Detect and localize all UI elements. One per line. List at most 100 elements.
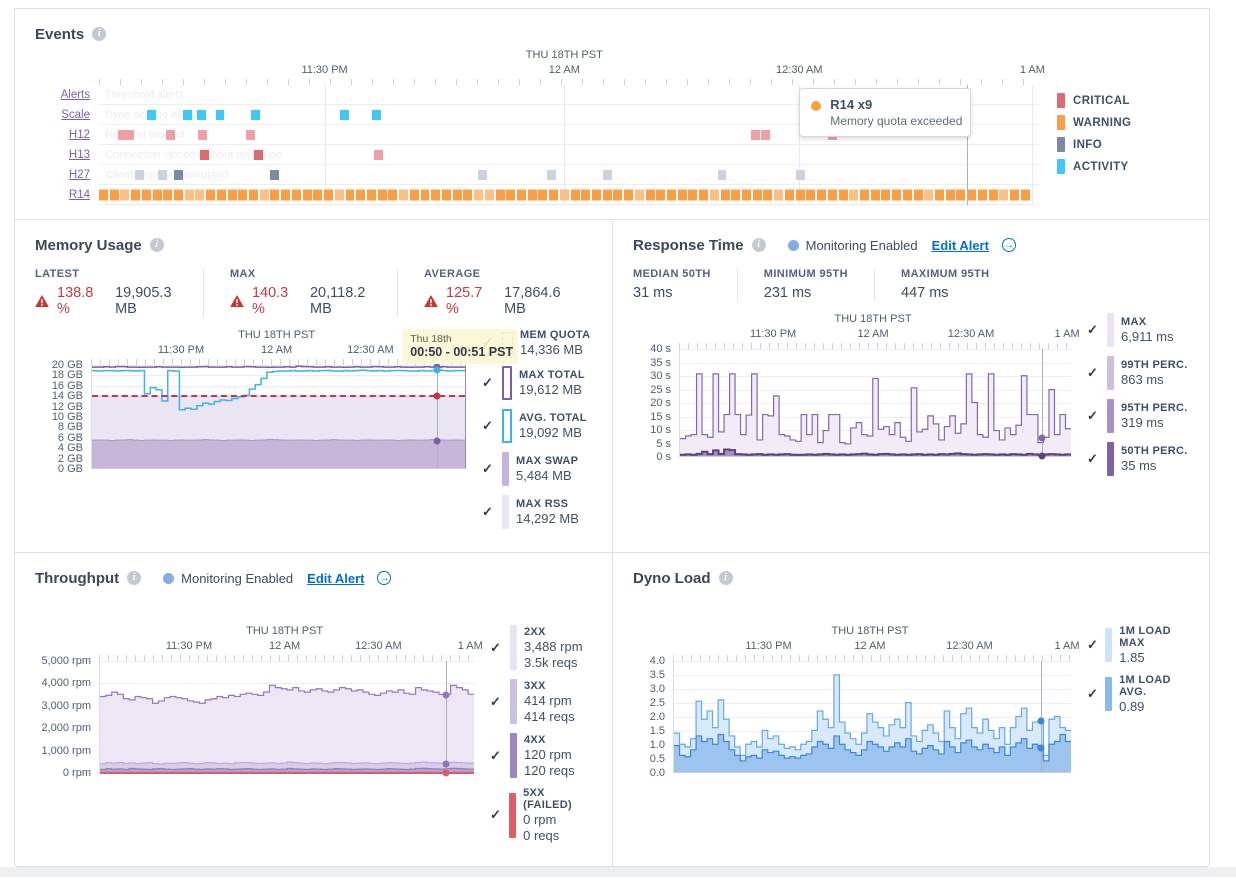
legend-item-avg-total[interactable]: ✓ AVG. TOTAL 19,092 MB (482, 409, 592, 443)
event-marker-warning (109, 189, 119, 200)
legend-item-2xx[interactable]: ✓ 2XX 3,488 rpm 3.5k reqs (490, 625, 592, 670)
event-marker-warning (1010, 189, 1019, 200)
arrow-icon[interactable]: → (377, 571, 392, 585)
stat-minimum-95th: MINIMUM 95TH 231 ms (736, 268, 874, 301)
event-marker-warning (988, 189, 998, 200)
stat-percent: 125.7 % (446, 285, 483, 317)
event-marker-critical-light (117, 129, 127, 140)
legend-swatch (1107, 399, 1114, 433)
event-marker-critical-light (165, 129, 175, 140)
panel-title: Response Time (633, 236, 744, 254)
legend-label: 3XX (524, 679, 546, 692)
event-marker-warning (570, 189, 580, 200)
legend-item-99th-perc-[interactable]: ✓ 99TH PERC. 863 ms (1087, 356, 1189, 390)
legend-text: 95TH PERC. 319 ms (1121, 402, 1188, 430)
event-marker-info-light (717, 169, 727, 180)
checkmark-icon: ✓ (482, 504, 493, 519)
edit-alert-link[interactable]: Edit Alert (931, 237, 989, 253)
dyno-chart-plot[interactable] (673, 661, 1071, 773)
event-row-scale: Dyno scaling events (99, 105, 1039, 125)
legend-text: 2XX 3,488 rpm 3.5k reqs (524, 626, 583, 670)
events-panel: Events i Alerts Scale H12 H13 H27 R14 THU 18T… (15, 9, 1209, 219)
event-gridline (324, 125, 326, 144)
legend-swatch (510, 625, 517, 670)
event-marker-warning (141, 189, 151, 200)
stat-median-50th: MEDIAN 50TH 31 ms (633, 268, 737, 301)
event-row-link-h27[interactable]: H27 (68, 169, 90, 181)
legend-item-1m-load-avg-[interactable]: ✓ 1M LOAD AVG. 0.89 (1087, 674, 1189, 714)
stat-value: 138.8 % 19,905.3 MB (35, 285, 177, 317)
event-marker-critical-light (760, 129, 770, 140)
info-icon[interactable]: i (718, 571, 733, 585)
legend-text: 99TH PERC. 863 ms (1121, 359, 1188, 387)
events-cursor-line (966, 85, 968, 205)
arrow-icon[interactable]: → (1001, 238, 1016, 252)
event-marker-warning (763, 189, 773, 200)
info-icon[interactable]: i (92, 27, 107, 41)
event-marker-warning (549, 189, 559, 200)
legend-text: MEM QUOTA 14,336 MB (520, 329, 590, 357)
response-time-panel: Response Time i Monitoring Enabled Edit … (612, 220, 1209, 553)
legend-item-95th-perc-[interactable]: ✓ 95TH PERC. 319 ms (1087, 399, 1189, 433)
event-marker-warning (302, 189, 312, 200)
events-legend-item-warning: WARNING (1057, 115, 1189, 130)
event-gridline (324, 165, 326, 184)
legend-item-1m-load-max[interactable]: ✓ 1M LOAD MAX 1.85 (1087, 625, 1189, 665)
response-series-svg (680, 349, 1071, 456)
monitoring-badge: Monitoring Enabled (787, 238, 918, 253)
edit-alert-link[interactable]: Edit Alert (307, 570, 365, 586)
memory-series-svg (92, 365, 465, 468)
legend-value: 120 reqs (524, 762, 575, 778)
event-marker-activity (371, 109, 381, 120)
legend-item-5xx-failed-[interactable]: ✓ 5XX (FAILED) 0 rpm 0 reqs (490, 787, 592, 843)
legend-item-max[interactable]: ✓ MAX 6,911 ms (1087, 313, 1189, 347)
event-row-link-h13[interactable]: H13 (68, 149, 90, 161)
info-icon[interactable]: i (127, 571, 142, 585)
event-marker-info (174, 169, 184, 180)
event-row-watermark: Threshold alerts (105, 88, 184, 101)
response-chart-plot[interactable] (679, 349, 1071, 460)
event-marker-warning (838, 189, 848, 200)
event-marker-warning (592, 189, 601, 200)
legend-value: 6,911 ms (1121, 329, 1174, 344)
event-marker-warning (977, 189, 987, 200)
chart-cursor-line (1041, 661, 1043, 772)
time-label: 1 AM (457, 640, 483, 652)
gridline (674, 661, 1071, 662)
legend-label: WARNING (1073, 116, 1132, 129)
time-label: 12:30 AM (947, 328, 995, 340)
event-row-link-r14[interactable]: R14 (68, 189, 90, 201)
legend-label: MAX TOTAL (519, 369, 585, 381)
event-marker-activity (146, 109, 156, 120)
legend-item-max-total[interactable]: ✓ MAX TOTAL 19,612 MB (482, 366, 592, 400)
legend-label: MAX SWAP (516, 455, 579, 467)
event-gridline (564, 145, 566, 164)
event-gridline (324, 85, 326, 104)
axis-day-label: THU 18TH PST (99, 625, 474, 640)
y-axis-label: 12 GB (51, 400, 83, 413)
event-marker-warning (281, 189, 291, 200)
event-row-link-scale[interactable]: Scale (61, 109, 90, 121)
event-marker-warning (216, 189, 226, 200)
legend-item-50th-perc-[interactable]: ✓ 50TH PERC. 35 ms (1087, 442, 1189, 476)
time-label: 12 AM (269, 640, 301, 652)
legend-item-max-rss[interactable]: ✓ MAX RSS 14,292 MB (482, 495, 592, 529)
event-row-link-h12[interactable]: H12 (68, 129, 90, 141)
events-legend-item-activity: ACTIVITY (1057, 159, 1189, 174)
event-row-link-alerts[interactable]: Alerts (60, 89, 90, 101)
events-legend-item-info: INFO (1057, 137, 1189, 152)
memory-chart-plot[interactable] (91, 363, 466, 469)
legend-value: 319 ms (1121, 415, 1164, 430)
legend-item-4xx[interactable]: ✓ 4XX 120 rpm 120 reqs (490, 733, 592, 778)
legend-item-3xx[interactable]: ✓ 3XX 414 rpm 414 reqs (490, 679, 592, 724)
tooltip-title: R14 x9 (830, 97, 873, 112)
event-marker-warning (163, 189, 173, 200)
y-axis-label: 4.0 (649, 655, 665, 667)
legend-item-max-swap[interactable]: ✓ MAX SWAP 5,484 MB (482, 452, 592, 486)
throughput-chart-plot[interactable] (99, 661, 474, 777)
info-icon[interactable]: i (149, 238, 164, 252)
event-marker-warning (656, 189, 666, 200)
info-icon[interactable]: i (751, 238, 766, 252)
gridline (92, 365, 465, 366)
